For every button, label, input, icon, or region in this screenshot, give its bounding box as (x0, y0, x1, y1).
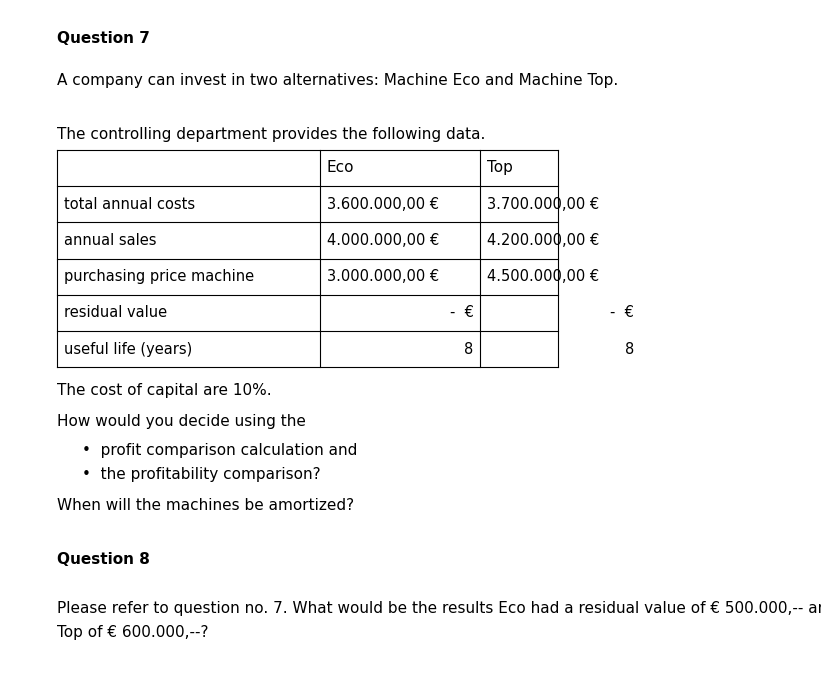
Text: 4.000.000,00 €: 4.000.000,00 € (327, 233, 439, 248)
Text: •  the profitability comparison?: • the profitability comparison? (82, 467, 321, 482)
Text: Question 8: Question 8 (57, 552, 150, 567)
Text: annual sales: annual sales (64, 233, 157, 248)
Text: 8: 8 (625, 342, 634, 357)
Text: 4.500.000,00 €: 4.500.000,00 € (487, 269, 599, 284)
Text: •  profit comparison calculation and: • profit comparison calculation and (82, 443, 357, 458)
Text: purchasing price machine: purchasing price machine (64, 269, 255, 284)
Text: Please refer to question no. 7. What would be the results Eco had a residual val: Please refer to question no. 7. What wou… (57, 601, 821, 616)
Text: The controlling department provides the following data.: The controlling department provides the … (57, 127, 486, 142)
Text: useful life (years): useful life (years) (64, 342, 192, 357)
Text: The cost of capital are 10%.: The cost of capital are 10%. (57, 383, 272, 398)
Text: 3.600.000,00 €: 3.600.000,00 € (327, 197, 438, 212)
Text: Eco: Eco (327, 160, 354, 176)
Text: 3.700.000,00 €: 3.700.000,00 € (487, 197, 599, 212)
Text: residual value: residual value (64, 305, 167, 321)
Text: Question 7: Question 7 (57, 31, 150, 47)
Text: Top of € 600.000,--?: Top of € 600.000,--? (57, 625, 209, 641)
Text: 4.200.000,00 €: 4.200.000,00 € (487, 233, 599, 248)
Text: How would you decide using the: How would you decide using the (57, 414, 306, 429)
Text: A company can invest in two alternatives: Machine Eco and Machine Top.: A company can invest in two alternatives… (57, 73, 619, 89)
Text: -  €: - € (450, 305, 474, 321)
Text: 8: 8 (465, 342, 474, 357)
Text: 3.000.000,00 €: 3.000.000,00 € (327, 269, 439, 284)
Text: total annual costs: total annual costs (64, 197, 195, 212)
Text: When will the machines be amortized?: When will the machines be amortized? (57, 498, 355, 514)
Text: Top: Top (487, 160, 513, 176)
Text: -  €: - € (610, 305, 634, 321)
